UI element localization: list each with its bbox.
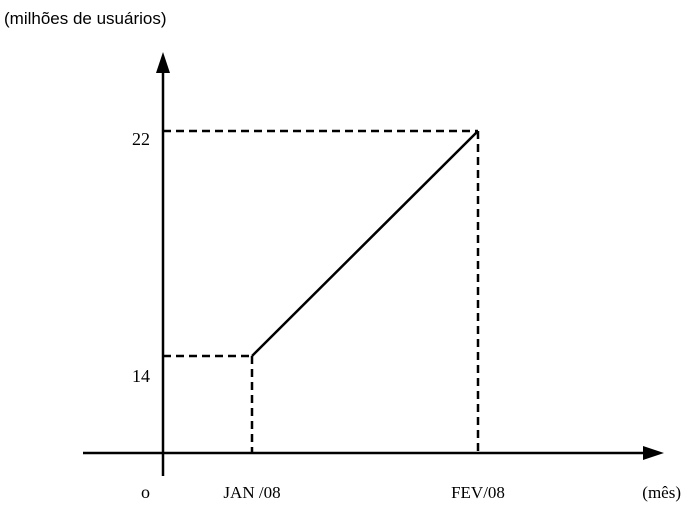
y-axis-arrow-icon [156, 52, 170, 73]
origin-label: o [141, 482, 150, 502]
y-axis-label: (milhões de usuários) [4, 9, 167, 28]
x-axis-label: (mês) [642, 483, 681, 502]
series-line [251, 130, 479, 357]
y-tick-label-14: 14 [132, 366, 150, 386]
x-tick-label-jan: JAN /08 [223, 483, 280, 502]
x-tick-label-fev: FEV/08 [451, 483, 505, 502]
y-tick-label-22: 22 [132, 129, 150, 149]
x-axis-arrow-icon [643, 446, 664, 460]
